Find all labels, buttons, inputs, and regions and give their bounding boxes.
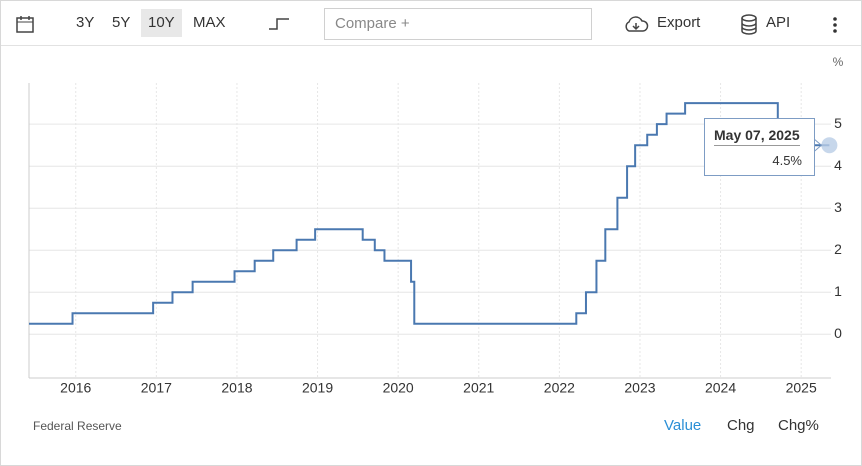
range-button[interactable]: 3Y [76,14,95,31]
x-tick-label: 2023 [624,380,655,396]
tooltip-value: 4.5% [772,153,802,168]
calendar-icon[interactable] [15,14,35,34]
menu-icon[interactable] [831,16,839,34]
api-button[interactable]: API [766,14,791,31]
source: Federal Reserve [33,419,122,433]
x-tick-label: 2022 [544,380,575,396]
tooltip-pointer [814,138,823,152]
y-tick-label: 0 [834,325,842,341]
x-tick-label: 2021 [463,380,494,396]
export-button[interactable]: Export [657,14,701,31]
export-icon[interactable] [623,15,649,35]
x-tick-label: 2018 [221,380,252,396]
y-tick-label: 2 [834,241,842,257]
tab[interactable]: Chg% [778,417,819,434]
tab[interactable]: Chg [727,417,755,434]
chart: % 0 1 2 3 4 5 2016 2017 2018 2019 2020 2021 2022 2023 2… [28,55,844,396]
x-tick-label: 2017 [141,380,172,396]
compare-input[interactable]: Compare + [324,8,592,40]
x-tick-label: 2020 [383,380,414,396]
tooltip: May 07, 2025 4.5% [704,118,815,176]
x-tick-label: 2024 [705,380,736,396]
step-icon[interactable] [267,15,291,31]
y-unit: % [833,55,844,69]
range-button[interactable]: 10Y [141,9,182,37]
api-icon[interactable] [739,14,759,36]
x-tick-label: 2016 [60,380,91,396]
tab[interactable]: Value [664,417,702,434]
y-tick-label: 5 [834,115,842,131]
tooltip-date: May 07, 2025 [714,127,800,146]
x-tick-label: 2025 [786,380,817,396]
y-tick-label: 1 [834,283,842,299]
range-button[interactable]: MAX [193,14,226,31]
tooltip-marker [821,137,838,154]
x-tick-label: 2019 [302,380,333,396]
toolbar: 3Y 5Y 10Y MAX Compare + Export API [1,1,861,46]
y-tick-label: 3 [834,199,842,215]
range-button[interactable]: 5Y [112,14,131,31]
line [29,102,830,325]
y-tick-label: 4 [834,157,842,173]
